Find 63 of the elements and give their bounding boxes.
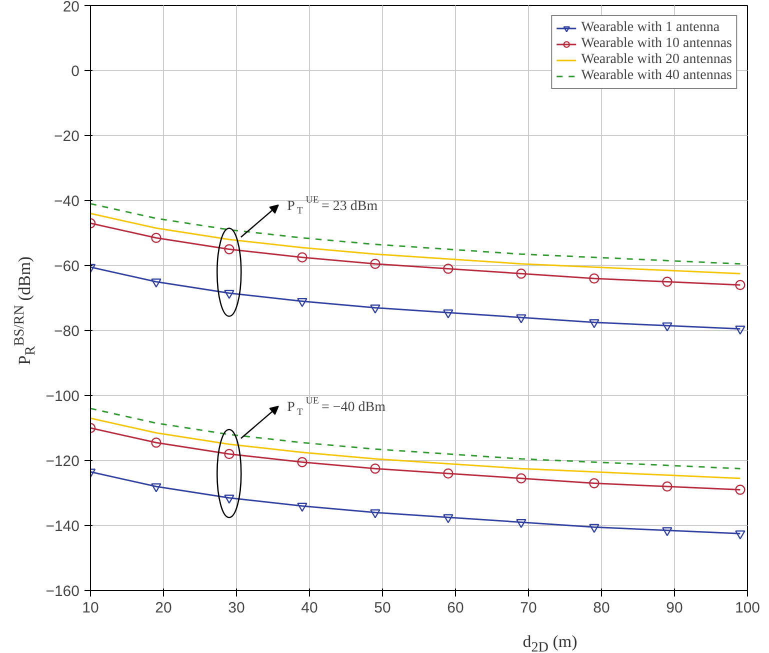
- legend-label: Wearable with 10 antennas: [581, 36, 732, 52]
- point: [589, 273, 600, 284]
- point: [589, 478, 600, 488]
- x-tick-label: 90: [666, 600, 683, 616]
- legend-label: Wearable with 40 antennas: [581, 68, 732, 84]
- line-series: [90, 418, 741, 480]
- y-tick-label: −160: [46, 583, 80, 600]
- y-tick-label: −80: [54, 323, 80, 340]
- legend-label: Wearable with 1 antenna: [581, 20, 720, 36]
- point: [370, 509, 380, 518]
- point: [370, 258, 380, 269]
- point: [151, 483, 162, 492]
- point: [297, 298, 308, 308]
- point: [516, 519, 526, 528]
- point: [735, 280, 746, 290]
- point: [516, 268, 526, 279]
- legend-label: Wearable with 20 antennas: [581, 52, 732, 68]
- point: [735, 530, 746, 540]
- point: [370, 464, 380, 474]
- point: [297, 457, 308, 468]
- point: [443, 514, 454, 524]
- y-tick-label: −100: [46, 388, 80, 405]
- point: [370, 304, 380, 314]
- y-tick-label: −140: [46, 518, 80, 535]
- point: [662, 527, 672, 536]
- point: [297, 502, 308, 512]
- x-tick-label: 80: [593, 600, 610, 616]
- point: [151, 278, 162, 288]
- point: [224, 494, 234, 504]
- point: [662, 481, 672, 492]
- y-tick-label: −20: [54, 128, 80, 145]
- point: [224, 448, 234, 460]
- x-tick-label: 30: [228, 600, 245, 616]
- point: [516, 314, 526, 324]
- point: [516, 473, 526, 484]
- y-tick-label: −120: [46, 453, 80, 470]
- point: [443, 309, 454, 318]
- point: [151, 438, 162, 448]
- point: [735, 326, 746, 335]
- x-tick-label: 20: [155, 600, 172, 616]
- x-tick-label: 40: [301, 600, 318, 616]
- y-tick-label: 20: [62, 0, 80, 16]
- x-tick-label: 100: [734, 600, 760, 616]
- point: [662, 276, 672, 287]
- point: [224, 290, 234, 299]
- x-tick-label: 10: [82, 600, 99, 616]
- point: [443, 468, 454, 479]
- point: [224, 244, 234, 254]
- point: [151, 232, 162, 243]
- point: [589, 319, 600, 328]
- y-tick-label: −60: [54, 258, 80, 275]
- point: [735, 484, 746, 495]
- y-tick-label: 0: [71, 63, 80, 80]
- y-tick-label: −40: [54, 193, 80, 210]
- line-series: [90, 212, 741, 274]
- x-tick-label: 60: [447, 600, 464, 616]
- x-tick-label: 70: [520, 600, 537, 616]
- point: [443, 264, 454, 274]
- x-axis-title: d$_{2D}$ (m): [522, 631, 578, 653]
- point: [297, 252, 308, 262]
- x-tick-label: 50: [374, 600, 391, 616]
- point: [589, 524, 600, 533]
- point: [662, 322, 672, 332]
